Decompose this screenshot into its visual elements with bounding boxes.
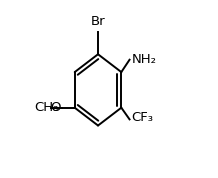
Text: Br: Br: [91, 15, 105, 28]
Text: O: O: [50, 101, 60, 114]
Text: CH₃: CH₃: [34, 101, 59, 114]
Text: NH₂: NH₂: [132, 53, 157, 66]
Text: CF₃: CF₃: [132, 111, 154, 124]
